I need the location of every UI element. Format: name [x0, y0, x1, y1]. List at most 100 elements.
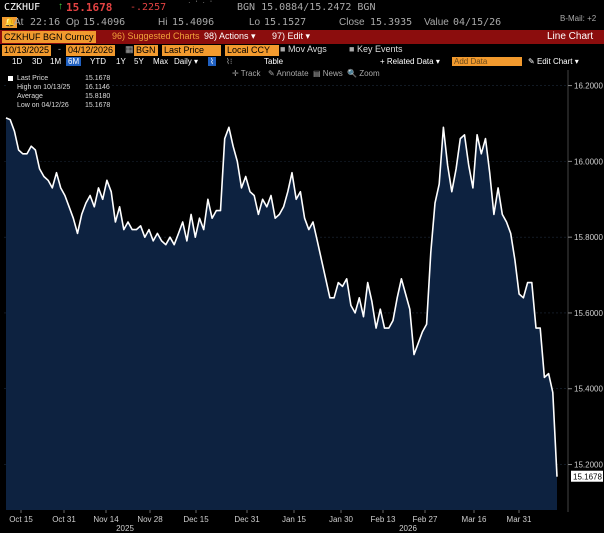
close-label: Close: [339, 17, 365, 28]
legend-swatch: [8, 76, 13, 81]
x-tick-label: Jan 15: [282, 515, 307, 524]
zoom-tool[interactable]: 🔍 Zoom: [347, 69, 380, 78]
value-label: Value: [424, 17, 449, 28]
sparkline-icon: ˑ ˈ ˑ ˈ: [188, 0, 214, 9]
frequency-dropdown[interactable]: Daily ▾: [174, 57, 199, 66]
x-tick-label: Dec 15: [183, 515, 209, 524]
y-tick-label: 15.6000: [574, 309, 603, 318]
legend-swatch: [8, 103, 13, 108]
bid-ask: BGN 15.0884/15.2472 BGN: [237, 2, 376, 13]
y-tick-label: 16.2000: [574, 82, 603, 91]
period-1d[interactable]: 1D: [12, 57, 23, 66]
quote-bar: 🔔 At 22:16 Op 15.4096 Hi 15.4096 Lo 15.1…: [0, 16, 604, 30]
bmail-label[interactable]: B-Mail: +2: [560, 14, 597, 23]
mov-avgs-label: Mov Avgs: [287, 44, 327, 54]
period-6m[interactable]: 6M: [66, 57, 82, 66]
y-tick-label: 16.0000: [574, 157, 603, 166]
start-date-field[interactable]: 10/13/2025: [2, 45, 52, 56]
edit-button[interactable]: 97) Edit ▾: [272, 31, 311, 41]
table-button[interactable]: Table: [264, 57, 284, 66]
add-data-input[interactable]: Add Data: [452, 57, 522, 66]
open-value: 15.4096: [83, 17, 126, 28]
suggested-charts-button[interactable]: 96) Suggested Charts: [112, 31, 200, 41]
mov-avgs-checkbox[interactable]: ■ Mov Avgs: [280, 44, 327, 54]
period-1m[interactable]: 1M: [50, 57, 62, 66]
currency-field[interactable]: Local CCY: [225, 45, 279, 56]
period-3d[interactable]: 3D: [32, 57, 43, 66]
source-field[interactable]: BGN: [134, 45, 158, 56]
chart-style-icon[interactable]: ⌇⁝: [226, 57, 233, 66]
x-tick-label: Jan 30: [329, 515, 354, 524]
actions-button[interactable]: 98) Actions ▾: [204, 31, 256, 41]
high-label: Hi: [158, 17, 168, 28]
x-tick-label: Mar 16: [462, 515, 487, 524]
period-5y[interactable]: 5Y: [134, 57, 144, 66]
y-tick-label: 15.2000: [574, 461, 603, 470]
end-date-field[interactable]: 04/12/2026: [66, 45, 116, 56]
x-tick-label: Dec 31: [234, 515, 260, 524]
calendar-icon[interactable]: ▦: [125, 44, 134, 54]
track-tool[interactable]: ✛ Track: [232, 69, 261, 78]
close-value: 15.3935: [370, 17, 413, 28]
legend-label: Last Price: [17, 75, 49, 82]
news-tool[interactable]: ▤ News: [313, 69, 343, 78]
suggested-charts-label: Suggested Charts: [127, 31, 200, 41]
legend-value: 15.1678: [85, 75, 111, 82]
line-chart-type-icon[interactable]: ⌇: [208, 57, 216, 66]
key-events-label: Key Events: [356, 44, 403, 54]
price-line: [5, 117, 558, 477]
security-field[interactable]: CZKHUF BGN Curncy: [2, 31, 96, 43]
x-tick-label: Nov 14: [93, 515, 119, 524]
last-price: 15.1678: [66, 1, 113, 14]
legend-label: Average: [17, 93, 43, 100]
zoom-label: Zoom: [359, 69, 380, 78]
year-label: 2025: [116, 524, 134, 533]
related-data-button[interactable]: + Related Data ▾: [380, 57, 440, 66]
y-axis: 16.2000 16.0000 15.8000 15.6000 15.4000 15.20…: [567, 70, 603, 512]
related-data-label: Related Data: [386, 57, 434, 66]
period-1y[interactable]: 1Y: [116, 57, 126, 66]
edit-label: Edit: [287, 31, 304, 41]
last-price-tag-text: 15.1678: [573, 473, 602, 482]
legend-value: 16.1146: [85, 84, 110, 91]
x-tick-label: Oct 31: [52, 515, 76, 524]
x-axis: Oct 15 Oct 31 Nov 14 Nov 28 Dec 15 Dec 31 Jan …: [9, 510, 532, 533]
x-tick-label: Feb 27: [413, 515, 438, 524]
legend-swatch: [8, 94, 13, 99]
chart-title: Line Chart: [547, 31, 594, 42]
y-tick-label: 15.8000: [574, 233, 603, 242]
price-field[interactable]: Last Price: [162, 45, 221, 56]
frequency-label: Daily: [174, 57, 192, 66]
ticker-symbol[interactable]: CZKHUF: [4, 2, 41, 13]
annotate-label: Annotate: [276, 69, 309, 78]
price-change: -.2257: [130, 2, 167, 13]
edit-chart-label: Edit Chart: [536, 57, 573, 66]
annotate-tool[interactable]: ✎ Annotate: [268, 69, 309, 78]
last-price-tag: 15.1678: [571, 470, 603, 482]
at-label: At: [14, 17, 24, 28]
low-label: Lo: [249, 17, 261, 28]
alert-icon[interactable]: 🔔: [2, 17, 18, 28]
area-fill: [6, 117, 557, 511]
function-toolbar: CZKHUF BGN Curncy 96) Suggested Charts 9…: [0, 30, 604, 44]
chart-controls: 10/13/2025 - 04/12/2026 ▦ BGN Last Price…: [0, 44, 604, 57]
open-label: Op: [66, 17, 80, 28]
year-label: 2026: [399, 524, 417, 533]
at-time: 22:16: [30, 17, 61, 28]
line-chart[interactable]: 16.2000 16.0000 15.8000 15.6000 15.4000 15.20…: [0, 68, 604, 533]
high-value: 15.4096: [172, 17, 215, 28]
edit-chart-button[interactable]: ✎ Edit Chart ▾: [528, 57, 579, 66]
x-tick-label: Oct 15: [9, 515, 33, 524]
chart-legend: [7, 74, 111, 110]
period-ytd[interactable]: YTD: [90, 57, 106, 66]
legend-swatch: [8, 85, 13, 90]
x-tick-label: Nov 28: [137, 515, 163, 524]
legend-label: Low on 04/12/26: [17, 102, 69, 109]
key-events-checkbox[interactable]: ■ Key Events: [349, 44, 403, 54]
last-price-tag-box: [571, 470, 603, 482]
value-date: 04/15/26: [453, 17, 502, 28]
x-tick-label: Mar 31: [507, 515, 532, 524]
period-max[interactable]: Max: [153, 57, 169, 66]
legend-label: High on 10/13/25: [17, 84, 71, 91]
low-value: 15.1527: [264, 17, 307, 28]
